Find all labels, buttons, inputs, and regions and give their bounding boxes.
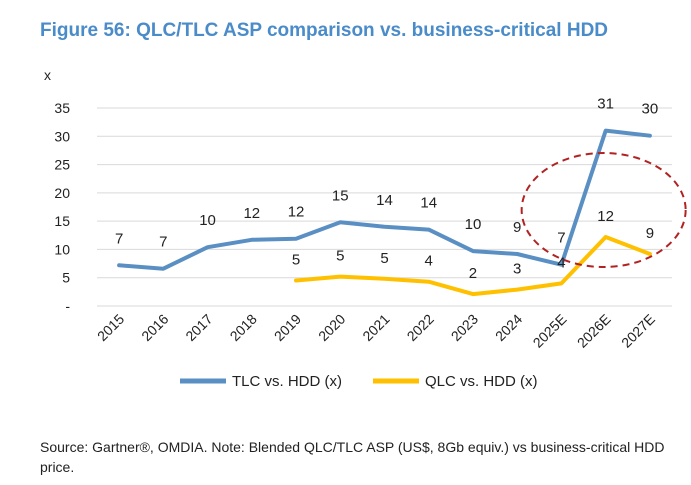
source-note: Source: Gartner®, OMDIA. Note: Blended Q… — [40, 439, 665, 475]
x-tick-label: 2020 — [315, 311, 348, 344]
chart-title: Figure 56: QLC/TLC ASP comparison vs. bu… — [40, 20, 609, 41]
data-label: 5 — [336, 248, 344, 265]
data-label: 12 — [597, 208, 614, 225]
series-line — [294, 235, 652, 297]
y-tick-label: 15 — [54, 213, 70, 229]
legend-label: QLC vs. HDD (x) — [425, 373, 538, 390]
data-label: 5 — [292, 252, 300, 269]
data-label: 7 — [115, 230, 123, 247]
y-tick-label: 20 — [54, 185, 70, 201]
x-tick-label: 2016 — [138, 311, 171, 344]
data-label: 30 — [642, 101, 659, 118]
y-axis-label: x — [44, 67, 51, 83]
legend-label: TLC vs. HDD (x) — [232, 373, 342, 390]
x-tick-label: 2026E — [574, 311, 614, 351]
legend: TLC vs. HDD (x) QLC vs. HDD (x) — [180, 373, 538, 390]
series-lines — [117, 128, 652, 297]
x-tick-label: 2023 — [448, 311, 481, 344]
data-label: 12 — [243, 205, 260, 222]
data-label: 10 — [465, 216, 482, 233]
x-tick-label: 2017 — [182, 311, 215, 344]
y-tick-label: 5 — [62, 270, 70, 286]
data-label: 7 — [159, 234, 167, 251]
x-tick-label: 2019 — [271, 311, 304, 344]
x-tick-label: 2021 — [359, 311, 392, 344]
data-label: 7 — [557, 230, 565, 247]
data-label: 9 — [646, 225, 654, 242]
data-label: 5 — [380, 250, 388, 267]
x-tick-label: 2015 — [94, 311, 127, 344]
data-label: 4 — [557, 254, 565, 271]
y-tick-label: 10 — [54, 241, 70, 257]
forecast-highlight-ellipse — [520, 152, 687, 268]
annotation — [520, 152, 687, 268]
x-tick-label: 2025E — [530, 311, 570, 351]
data-label: 14 — [376, 192, 393, 209]
x-tick-label: 2018 — [227, 311, 260, 344]
data-label: 10 — [199, 212, 216, 229]
data-labels: 7 7 10 12 12 15 14 14 10 9 7 31 30 5 5 5 4 2 3 4 12 9 — [115, 96, 658, 282]
data-label: 14 — [420, 195, 437, 212]
series-line — [117, 128, 652, 271]
y-tick-label: - — [65, 298, 70, 314]
x-axis-ticks: 2015 2016 2017 2018 2019 2020 2021 2022 2023 2024… — [94, 311, 658, 351]
data-label: 31 — [597, 96, 614, 113]
x-tick-label: 2024 — [492, 311, 525, 344]
y-tick-label: 25 — [54, 157, 70, 173]
x-tick-label: 2022 — [404, 311, 437, 344]
data-label: 3 — [513, 261, 521, 278]
y-tick-label: 35 — [54, 100, 70, 116]
data-label: 4 — [425, 253, 433, 270]
x-tick-label: 2027E — [618, 311, 658, 351]
data-label: 15 — [332, 187, 349, 204]
data-label: 9 — [513, 219, 521, 236]
data-label: 12 — [288, 204, 305, 221]
y-axis-ticks: - 5 10 15 20 25 30 35 — [54, 100, 70, 314]
data-label: 2 — [469, 265, 477, 282]
y-tick-label: 30 — [54, 128, 70, 144]
